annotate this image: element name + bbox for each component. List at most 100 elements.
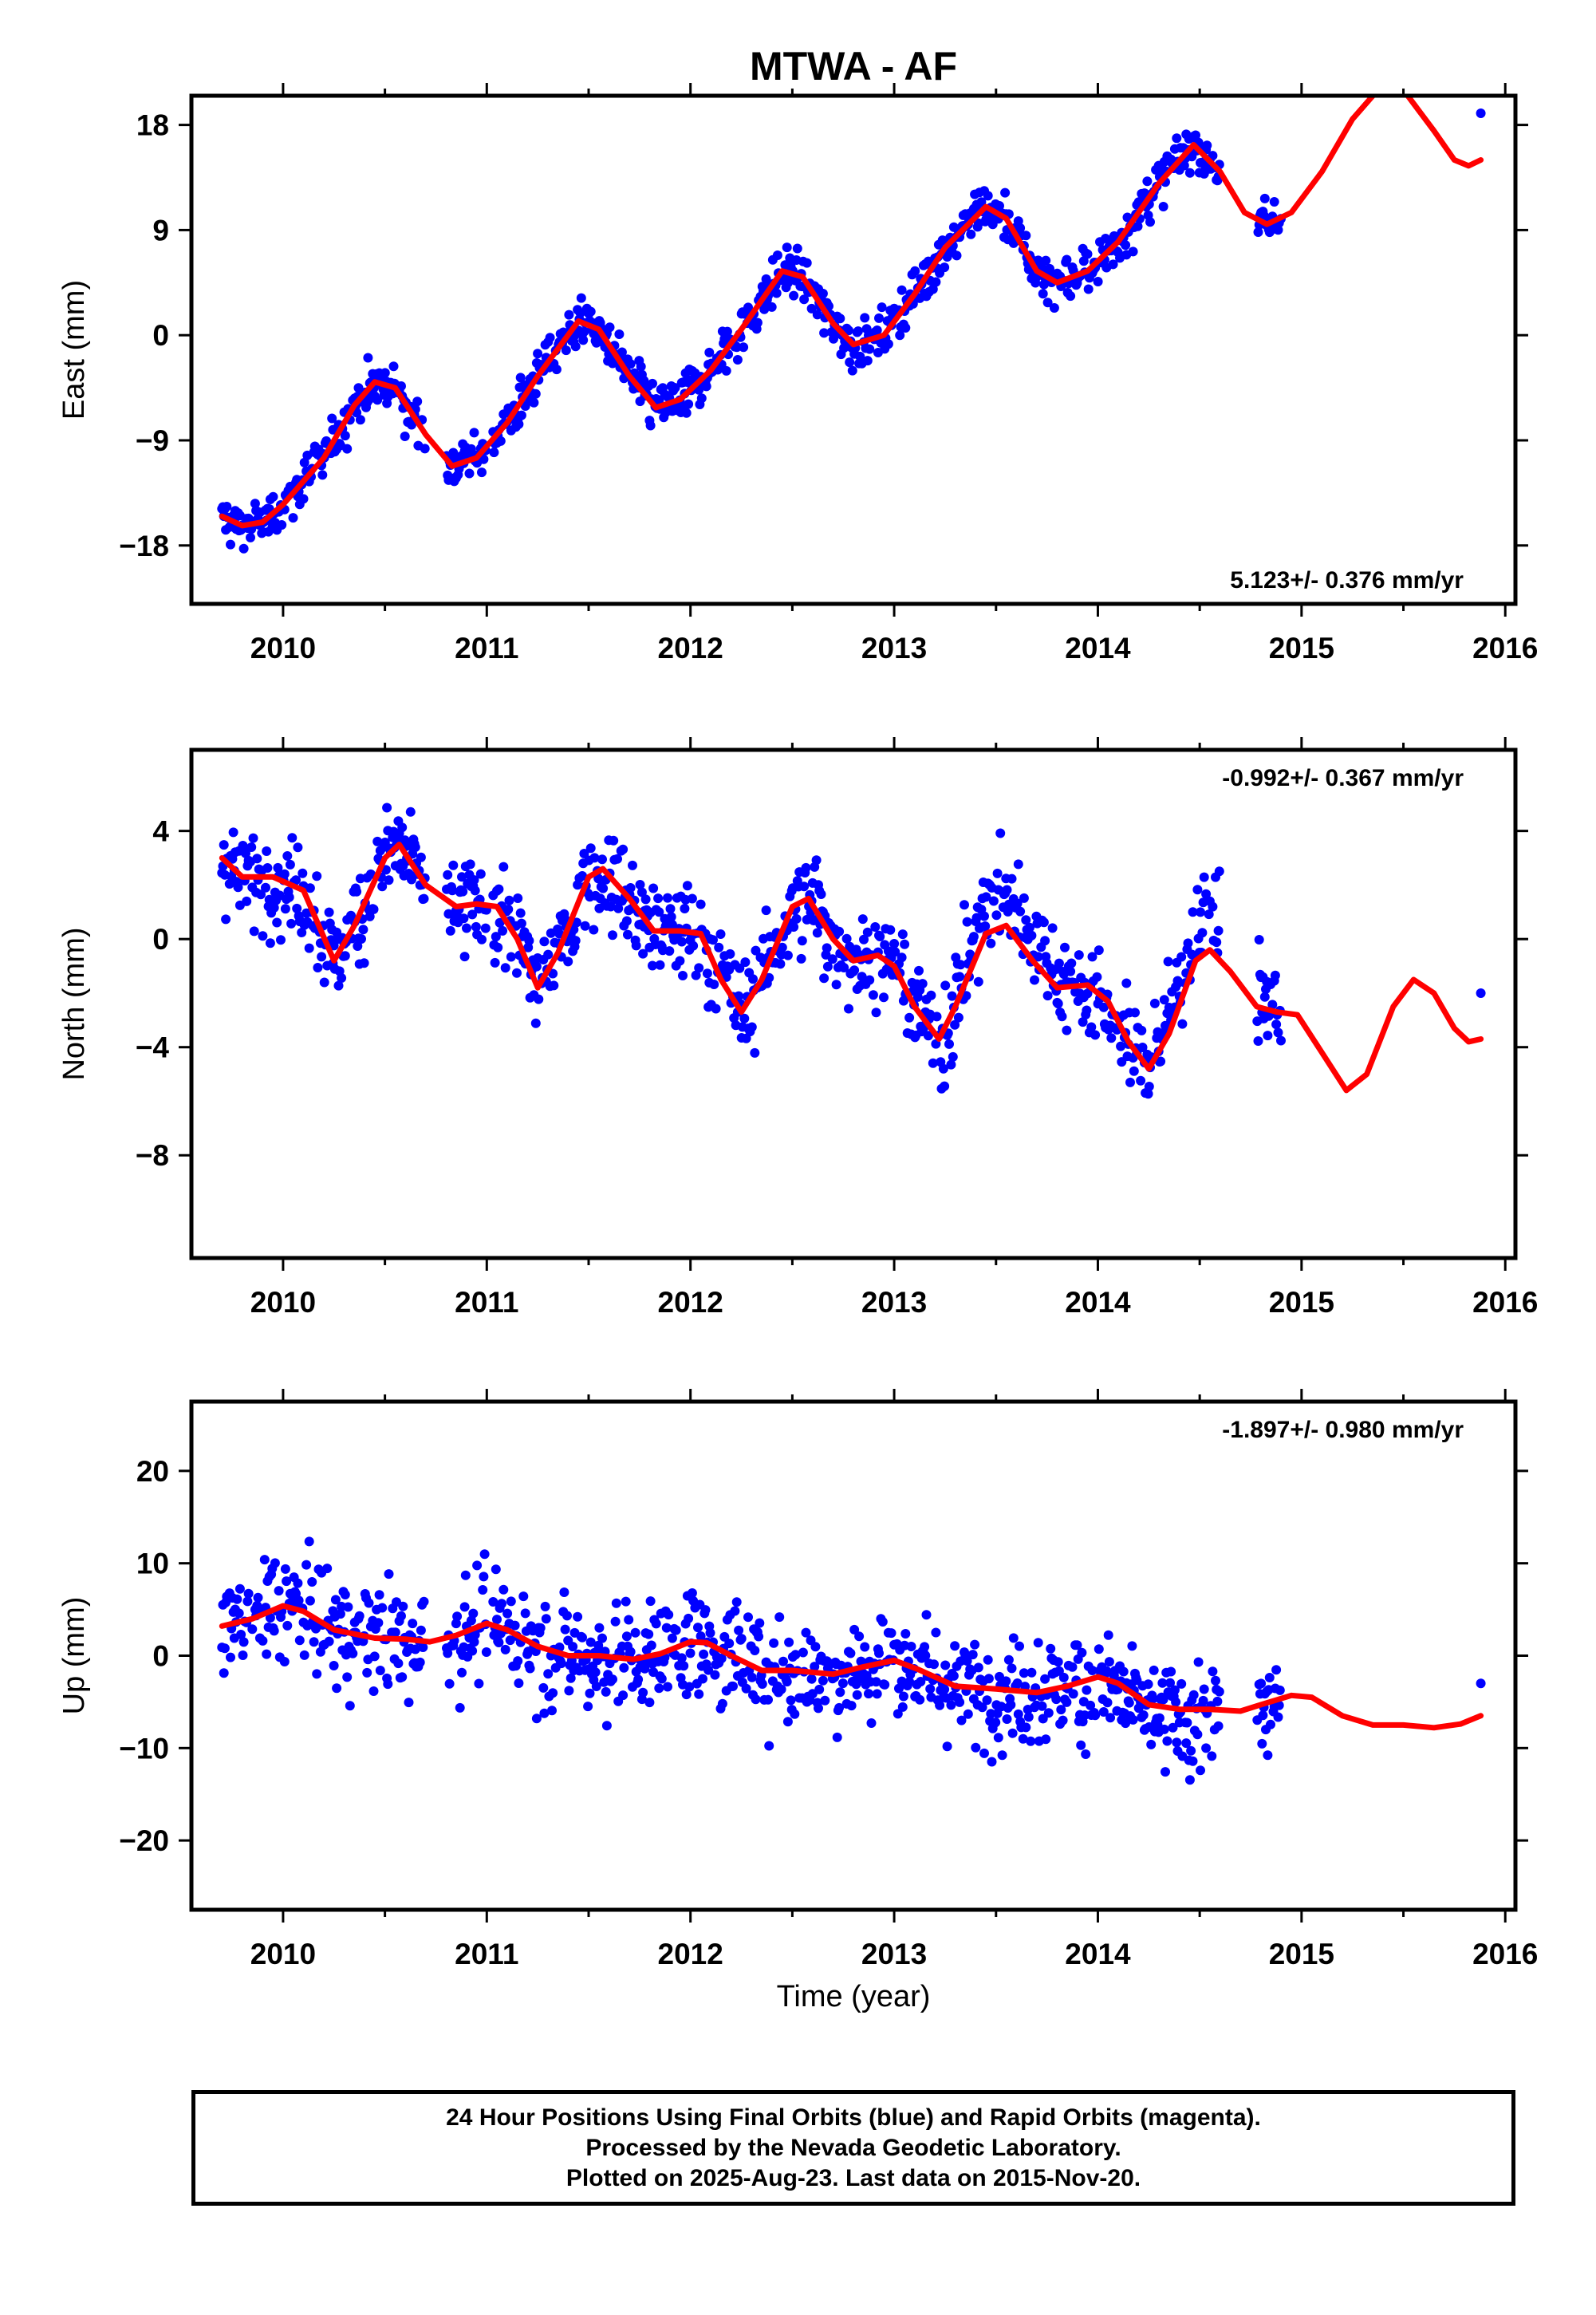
data-point	[1214, 866, 1224, 877]
data-point	[418, 1643, 428, 1652]
data-point	[1040, 936, 1050, 946]
data-point	[648, 378, 657, 388]
y-tick-label: −10	[119, 1732, 169, 1765]
data-point	[950, 1641, 960, 1651]
x-tick-label: 2016	[1472, 632, 1538, 665]
data-point	[956, 1715, 967, 1725]
data-point	[549, 980, 559, 991]
data-point	[849, 965, 860, 976]
data-point	[782, 1677, 792, 1687]
data-point	[226, 539, 235, 550]
data-point	[704, 347, 715, 357]
data-point	[920, 1642, 930, 1652]
data-point	[515, 908, 526, 918]
data-point	[396, 1611, 406, 1621]
data-point	[871, 1677, 881, 1687]
data-point	[1094, 945, 1104, 956]
data-point	[764, 972, 774, 983]
data-point	[935, 1700, 945, 1710]
data-point	[258, 931, 268, 941]
data-point	[839, 963, 849, 972]
data-point	[1159, 995, 1169, 1005]
data-point	[722, 326, 732, 337]
data-point	[801, 1627, 811, 1638]
data-point	[1042, 298, 1053, 308]
data-point	[904, 1677, 915, 1687]
data-point	[470, 885, 480, 896]
data-point	[625, 1647, 636, 1657]
data-point	[297, 928, 307, 937]
data-point	[1273, 1712, 1283, 1722]
data-point	[416, 1625, 426, 1635]
data-point	[597, 1633, 607, 1643]
data-point	[221, 914, 231, 925]
data-point	[995, 828, 1006, 838]
data-point	[656, 1674, 667, 1684]
data-point	[1007, 1663, 1017, 1674]
data-point	[1263, 1031, 1273, 1041]
data-point	[640, 894, 651, 905]
data-point	[443, 1648, 453, 1658]
data-point	[577, 871, 587, 881]
data-point	[1067, 1662, 1078, 1672]
data-point	[696, 899, 706, 909]
data-point	[812, 310, 822, 320]
data-point	[976, 197, 987, 207]
data-point	[1188, 907, 1198, 917]
data-point	[995, 201, 1004, 211]
data-point	[585, 1637, 596, 1647]
data-point	[897, 952, 907, 963]
data-point	[354, 1611, 365, 1621]
data-point	[654, 907, 664, 917]
x-tick-label: 2015	[1269, 1938, 1334, 1970]
data-point	[304, 1536, 314, 1547]
data-point	[495, 917, 505, 928]
y-tick-label: −20	[119, 1824, 169, 1857]
x-tick-label: 2014	[1065, 1938, 1131, 1970]
data-points-east	[217, 108, 1486, 554]
data-point	[1066, 958, 1077, 968]
data-point	[277, 520, 287, 530]
data-point	[253, 1592, 263, 1603]
data-point	[601, 1686, 611, 1697]
data-point	[1145, 217, 1155, 227]
data-point	[701, 381, 711, 392]
data-point	[493, 942, 503, 952]
data-point	[564, 310, 574, 320]
data-point	[1138, 1710, 1149, 1720]
data-point	[617, 347, 627, 357]
data-point	[458, 886, 468, 897]
data-point	[1012, 898, 1023, 909]
data-point	[782, 950, 793, 960]
data-point	[443, 870, 453, 880]
caption-line-3: Plotted on 2025-Aug-23. Last data on 201…	[565, 2164, 1141, 2191]
data-point	[889, 939, 900, 948]
data-point	[1033, 952, 1043, 962]
data-point	[731, 342, 742, 353]
data-point	[256, 889, 266, 900]
data-point	[970, 1639, 980, 1650]
data-point	[1163, 956, 1173, 967]
data-point	[547, 1706, 557, 1716]
data-point	[420, 444, 430, 454]
plot-frame-north	[189, 747, 1518, 1260]
data-point	[819, 328, 830, 338]
data-point	[593, 874, 604, 884]
data-point	[1043, 1708, 1054, 1718]
data-point	[1213, 1721, 1224, 1731]
data-point	[342, 1672, 353, 1682]
data-point	[539, 1708, 550, 1718]
data-point	[698, 1674, 707, 1684]
data-point	[327, 413, 337, 424]
data-point	[261, 882, 270, 893]
data-point	[771, 288, 782, 298]
data-point	[684, 1682, 695, 1692]
data-point	[789, 290, 799, 301]
data-point	[479, 1549, 490, 1560]
model-curve-east	[219, 96, 1484, 529]
data-point	[1041, 255, 1051, 266]
data-point	[408, 1619, 418, 1629]
data-point	[384, 1569, 394, 1579]
data-point	[238, 543, 249, 554]
